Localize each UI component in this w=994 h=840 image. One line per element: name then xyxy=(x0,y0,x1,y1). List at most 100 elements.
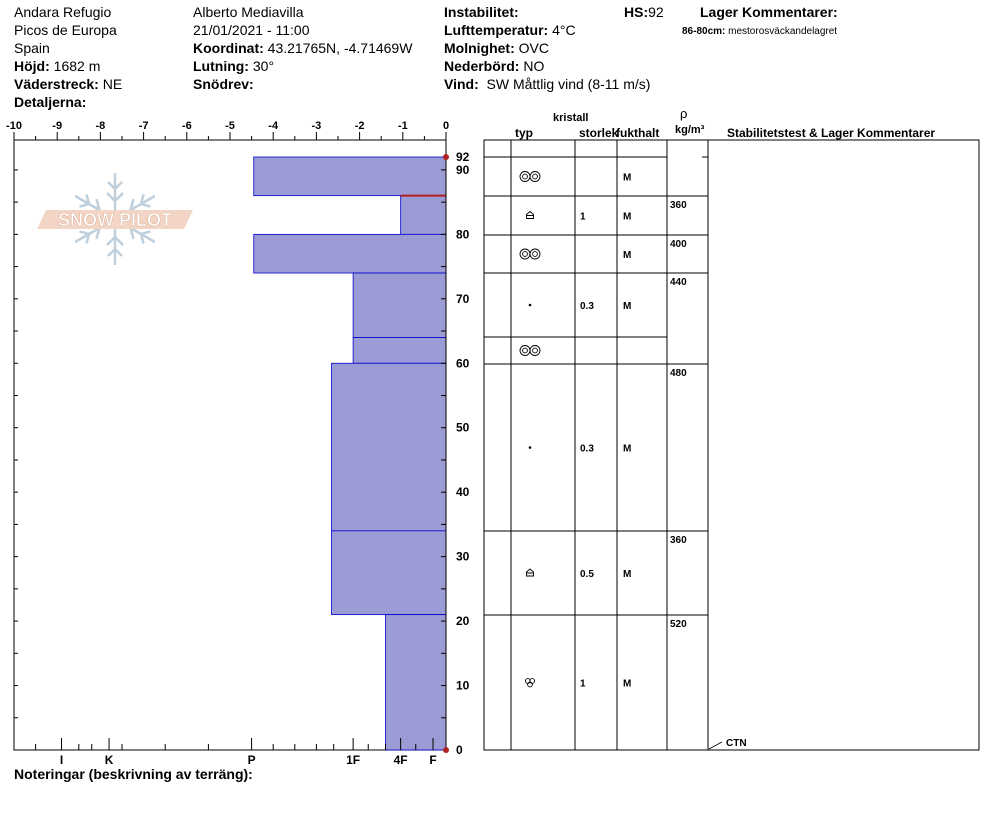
snow-height: HS:92 xyxy=(624,4,664,20)
x-tick-label-10: 0 xyxy=(443,120,449,132)
layer-bar-7 xyxy=(385,614,447,751)
details-label: Detaljerna: xyxy=(14,94,87,110)
grain-symbol-6 xyxy=(526,568,534,577)
precip-value: NO xyxy=(523,58,545,74)
layer-comment: 86-80cm: mestorosväckandelagret xyxy=(682,24,837,40)
x-tick-label-4: -6 xyxy=(182,120,192,132)
air-temp-label: Lufttemperatur: xyxy=(444,22,549,38)
slope: Lutning: 30° xyxy=(193,58,274,74)
moisture-1: M xyxy=(623,212,631,223)
grain-symbol-7 xyxy=(524,678,536,688)
density-5: 480 xyxy=(670,368,687,379)
ground-marker xyxy=(443,747,449,753)
grain-size-5: 0.3 xyxy=(580,444,594,455)
wind-value: SW Måttlig vind (8-11 m/s) xyxy=(486,76,651,92)
x-tick-label-2: -8 xyxy=(96,120,106,132)
y-tick-label-4: 40 xyxy=(456,485,470,499)
layer-bar-4 xyxy=(352,337,447,364)
density-unit-header: kg/m³ xyxy=(675,124,705,136)
coordinates: Koordinat: 43.21765N, -4.71469W xyxy=(193,40,412,56)
grain-symbol-4-ring-c xyxy=(529,345,541,356)
grain-symbol-0-ring-c xyxy=(529,171,541,182)
moisture-header: fukthalt xyxy=(616,126,660,140)
x-tick-label-1: -9 xyxy=(52,120,62,132)
moisture-5: M xyxy=(623,444,631,455)
y-tick-label-1: 10 xyxy=(456,679,470,693)
grain-symbol-4-ring-d xyxy=(532,347,538,354)
cloud-value: OVC xyxy=(518,40,549,56)
y-tick-label-9: 90 xyxy=(456,163,470,177)
grain-symbol-0-ring-a xyxy=(519,171,531,182)
grain-symbol-5-dot xyxy=(528,446,532,449)
cloud-label: Molnighet: xyxy=(444,40,515,56)
y-tick-label-5: 50 xyxy=(456,421,470,435)
y-tick-label-2: 20 xyxy=(456,614,470,628)
layer-comment-range: 86-80cm: xyxy=(682,26,726,37)
layer-bar-2 xyxy=(253,233,447,274)
slope-value: 30° xyxy=(252,58,275,74)
hs-label: HS: xyxy=(624,4,649,20)
precip-label: Nederbörd: xyxy=(444,58,520,74)
moisture-2: M xyxy=(623,250,631,261)
x-tick-label-6: -4 xyxy=(268,120,279,132)
slope-label: Lutning: xyxy=(193,58,249,74)
grain-symbol-7-ring-c xyxy=(527,681,533,688)
crystal-header: kristall xyxy=(553,112,589,124)
x-tick-label-9: -1 xyxy=(398,120,408,132)
moisture-3: M xyxy=(623,301,631,312)
grain-symbol-0-ring-b xyxy=(522,173,528,180)
coord-value: 43.21765N, -4.71469W xyxy=(267,40,413,56)
aspect-value: NE xyxy=(102,76,123,92)
notes-label: Noteringar (beskrivning av terräng): xyxy=(14,766,253,782)
y-tick-label-7: 70 xyxy=(456,292,470,306)
grain-size-3: 0.3 xyxy=(580,301,594,312)
y-tick-label-0: 0 xyxy=(456,743,463,757)
density-3: 440 xyxy=(670,277,687,288)
hardness-tick-label-2: P xyxy=(248,753,256,767)
grain-symbol-3 xyxy=(528,303,532,307)
hardness-tick-label-3: 1F xyxy=(346,753,360,767)
grain-size-1: 1 xyxy=(580,212,586,223)
x-tick-label-0: -10 xyxy=(6,120,22,132)
aspect-label: Väderstreck: xyxy=(14,76,99,92)
y-tick-label-6: 60 xyxy=(456,356,470,370)
grain-symbol-5 xyxy=(528,446,532,449)
grain-symbol-6-shape xyxy=(526,568,534,577)
grain-symbol-4 xyxy=(519,345,541,356)
grain-symbol-0-ring-d xyxy=(532,173,538,180)
y-tick-label-8: 80 xyxy=(456,227,470,241)
layer-comment-text: mestorosväckandelagret xyxy=(728,26,838,37)
observer: Alberto Mediavilla xyxy=(193,4,304,20)
grain-symbol-2 xyxy=(519,248,541,260)
wind-label: Vind: xyxy=(444,76,479,92)
size-header: storlek xyxy=(579,126,619,140)
grain-size-7: 1 xyxy=(580,679,586,690)
datetime: 21/01/2021 - 11:00 xyxy=(193,22,310,38)
density-7: 520 xyxy=(670,619,687,630)
x-tick-label-5: -5 xyxy=(225,120,235,132)
grain-symbol-1-shape xyxy=(526,210,534,219)
hardness-tick-label-0: I xyxy=(60,753,63,767)
snowpilot-logo: SNOW PILOT xyxy=(37,173,193,267)
region: Picos de Europa xyxy=(14,22,117,38)
precip: Nederbörd: NO xyxy=(444,58,544,74)
x-tick-label-8: -2 xyxy=(355,120,365,132)
cloud: Molnighet: OVC xyxy=(444,40,549,56)
grain-symbol-3-dot xyxy=(528,303,532,307)
ctn-result: CTN xyxy=(726,738,747,749)
x-tick-label-7: -3 xyxy=(312,120,322,132)
ctn-callout: CTN xyxy=(708,738,747,750)
air-temp: Lufttemperatur: 4°C xyxy=(444,22,576,38)
stability-header: Stabilitetstest & Lager Kommentarer xyxy=(727,126,936,140)
country: Spain xyxy=(14,40,50,56)
rho-header: ρ xyxy=(680,106,688,121)
layer-bar-6 xyxy=(331,530,447,616)
grain-size-6: 0.5 xyxy=(580,569,594,580)
layer-comments-label: Lager Kommentarer: xyxy=(700,4,838,20)
y-tick-label-3: 30 xyxy=(456,550,470,564)
hardness-tick-label-4: 4F xyxy=(394,753,408,767)
grain-symbol-4-ring-a xyxy=(519,345,531,356)
grain-symbol-4-ring-b xyxy=(522,347,528,354)
layer-bar-0 xyxy=(253,156,447,197)
